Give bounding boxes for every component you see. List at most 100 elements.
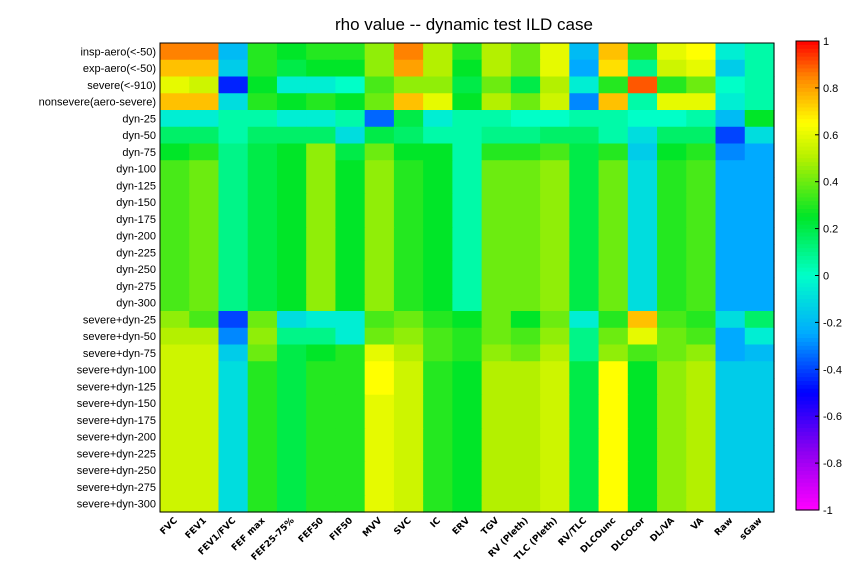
colorbar-segment — [796, 443, 819, 449]
row-label: severe(<-910) — [87, 80, 156, 92]
colorbar-segment — [796, 236, 819, 241]
heatmap-cell — [540, 378, 570, 396]
heatmap-cell — [569, 193, 600, 212]
heatmap-cell — [569, 260, 600, 279]
heatmap-cell — [510, 110, 541, 128]
heatmap-cell — [452, 495, 483, 513]
colorbar-segment — [796, 478, 819, 484]
colorbar-segment — [796, 87, 819, 93]
heatmap-cell — [715, 277, 746, 295]
heatmap-cell — [569, 327, 600, 346]
heatmap-cell — [189, 210, 220, 228]
heatmap-cell — [335, 160, 366, 178]
heatmap-cell — [335, 76, 366, 94]
heatmap-cell — [189, 344, 220, 362]
colorbar-segment — [796, 267, 819, 273]
heatmap-cell — [540, 210, 570, 228]
heatmap-cell — [540, 59, 570, 78]
heatmap-cell — [306, 126, 337, 145]
heatmap-cell — [276, 93, 307, 111]
colorbar-segment — [796, 283, 819, 288]
heatmap-cell — [715, 160, 746, 178]
row-label: severe+dyn-125 — [77, 381, 156, 393]
colorbar-segment — [796, 470, 819, 476]
colorbar-segment — [796, 439, 819, 445]
row-label: dyn-25 — [122, 113, 156, 125]
heatmap-cell — [218, 126, 249, 145]
colorbar-segment — [796, 76, 819, 81]
heatmap-cell — [364, 495, 395, 513]
heatmap-cell — [715, 126, 746, 145]
heatmap-cell — [744, 378, 775, 396]
heatmap-cell — [335, 327, 366, 346]
row-label: dyn-300 — [116, 298, 156, 310]
heatmap-cell — [510, 227, 541, 245]
heatmap-cell — [276, 244, 307, 262]
heatmap-cell — [423, 461, 453, 480]
heatmap-cell — [276, 428, 307, 446]
heatmap-cell — [715, 411, 746, 429]
heatmap-cell — [686, 177, 717, 195]
row-label: severe+dyn-75 — [83, 348, 156, 360]
heatmap-cell — [686, 361, 717, 379]
column-label: FIF50 — [328, 516, 355, 543]
heatmap-cell — [393, 227, 424, 245]
colorbar-tick-label: -0.4 — [823, 364, 842, 376]
heatmap-cell — [657, 461, 687, 480]
heatmap-cell — [481, 177, 512, 195]
heatmap-cell — [540, 177, 570, 195]
heatmap-cell — [569, 126, 600, 145]
heatmap-cell — [452, 59, 483, 78]
heatmap-cell — [598, 344, 629, 362]
heatmap-cell — [627, 193, 658, 212]
heatmap-cell — [744, 93, 775, 111]
heatmap-cell — [569, 43, 600, 61]
heatmap-cell — [481, 361, 512, 379]
colorbar-tick-label: 0.4 — [823, 177, 838, 189]
heatmap-cell — [335, 478, 366, 496]
colorbar-segment — [796, 369, 819, 374]
row-label: severe+dyn-300 — [77, 499, 156, 511]
heatmap-cell — [657, 327, 687, 346]
heatmap-cell — [247, 478, 278, 496]
row-label: dyn-100 — [116, 164, 156, 176]
heatmap-cell — [306, 76, 337, 94]
heatmap-cell — [657, 294, 687, 312]
heatmap-cell — [247, 294, 278, 312]
heatmap-cell — [189, 227, 220, 245]
heatmap-cell — [218, 428, 249, 446]
heatmap-cell — [160, 311, 190, 329]
heatmap-cell — [627, 428, 658, 446]
heatmap-cell — [744, 344, 775, 362]
colorbar-segment — [796, 228, 819, 234]
heatmap-cell — [540, 311, 570, 329]
heatmap-cell — [160, 93, 190, 111]
colorbar-segment — [796, 420, 819, 425]
heatmap-cell — [481, 294, 512, 312]
heatmap-cell — [744, 327, 775, 346]
heatmap-cell — [481, 478, 512, 496]
heatmap-cell — [510, 277, 541, 295]
colorbar-segment — [796, 416, 819, 421]
heatmap-cell — [218, 210, 249, 228]
heatmap-cell — [627, 260, 658, 279]
colorbar-segment — [796, 123, 819, 128]
heatmap-cell — [276, 126, 307, 145]
colorbar-segment — [796, 44, 819, 50]
heatmap-cell — [715, 260, 746, 279]
colorbar-segment — [796, 494, 819, 499]
heatmap-cell — [423, 193, 453, 212]
heatmap-cell — [364, 193, 395, 212]
heatmap-cell — [276, 378, 307, 396]
heatmap-cell — [744, 126, 775, 145]
row-label: exp-aero(<-50) — [83, 63, 156, 75]
row-label: severe+dyn-225 — [77, 448, 156, 460]
heatmap-cell — [598, 478, 629, 496]
heatmap-cell — [627, 59, 658, 78]
heatmap-cell — [744, 411, 775, 429]
colorbar-segment — [796, 107, 819, 112]
heatmap-cell — [510, 244, 541, 262]
heatmap-cell — [510, 43, 541, 61]
colorbar-segment — [796, 126, 819, 132]
colorbar-segment — [796, 310, 819, 316]
